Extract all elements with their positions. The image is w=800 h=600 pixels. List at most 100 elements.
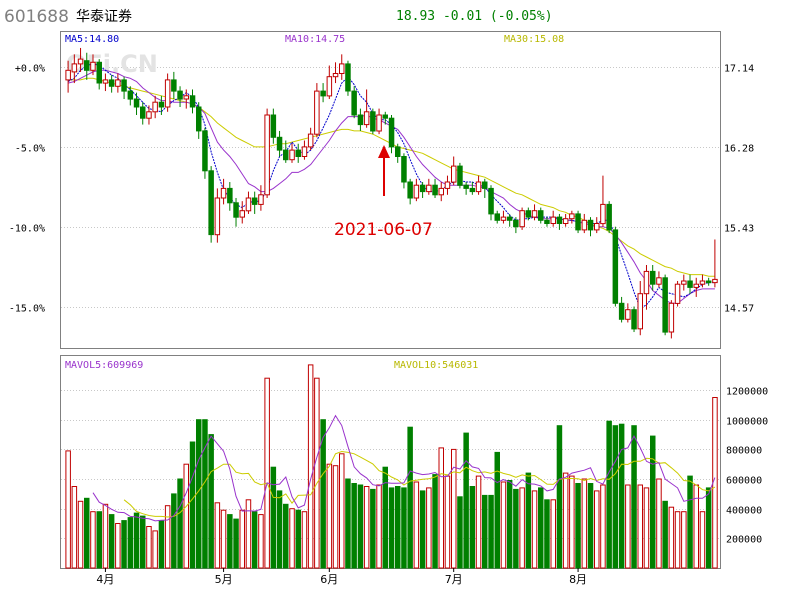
candle-body: [140, 106, 146, 119]
candle-body: [295, 149, 301, 158]
candle-body: [494, 213, 500, 221]
candle-body: [77, 58, 84, 65]
volume-bar: [164, 505, 171, 569]
price-right-tick: 15.43: [724, 224, 754, 235]
mavol5-line: [92, 414, 716, 522]
volume-bar: [705, 487, 712, 569]
stock-name: 华泰证券: [76, 9, 132, 25]
candle-body: [382, 114, 388, 119]
volume-bar: [220, 509, 227, 569]
mavol5-legend: MAVOL5:609969: [65, 360, 143, 371]
price-left-tick: -10.0%: [9, 224, 45, 235]
volume-bar: [413, 481, 420, 569]
candle-body: [264, 114, 270, 196]
volume-bar: [600, 484, 606, 569]
volume-bar: [245, 499, 252, 569]
volume-bar: [270, 466, 277, 569]
candle-body: [419, 184, 426, 193]
candle-body: [320, 90, 326, 97]
volume-bar: [171, 493, 177, 569]
candle-body: [475, 181, 482, 193]
candle-body: [432, 184, 438, 196]
candle-body: [146, 111, 152, 119]
x-tick-label: 4月: [96, 573, 114, 586]
candle-body: [594, 223, 600, 231]
volume-bar: [650, 435, 656, 569]
candle-body: [152, 101, 158, 113]
candle-body: [469, 187, 476, 193]
candle-body: [71, 63, 78, 73]
volume-bar: [469, 486, 476, 569]
volume-bar: [289, 508, 295, 569]
candle-body: [177, 90, 183, 100]
annotation-arrow-head: [378, 145, 390, 158]
candle-body: [643, 270, 650, 295]
ma5-line: [67, 63, 715, 309]
volume-bar: [407, 426, 413, 569]
volume-bar: [531, 490, 538, 569]
x-tick-label: 7月: [445, 573, 463, 586]
candle-body: [258, 194, 264, 205]
candle-body: [488, 187, 494, 215]
candle-body: [581, 219, 588, 231]
annotation-date: 2021-06-07: [334, 220, 433, 240]
candle-body: [171, 79, 177, 92]
volume-bar: [351, 483, 357, 569]
ma5-polyline: [67, 63, 715, 309]
candle-body: [631, 309, 637, 330]
volume-bar: [233, 518, 239, 569]
candle-body: [376, 114, 382, 132]
volume-bar: [550, 499, 556, 569]
candle-body: [214, 197, 221, 236]
volume-bar: [146, 526, 152, 569]
candle-body: [531, 210, 538, 218]
volume-bar: [227, 514, 233, 569]
candle-body: [656, 277, 662, 285]
candle-body: [637, 293, 643, 330]
volume-tick: 200000: [726, 535, 762, 546]
volume-bar: [276, 490, 283, 569]
candle-body: [202, 130, 208, 172]
volume-bar: [71, 486, 78, 569]
candle-body: [618, 302, 625, 320]
price-right-axis: 17.14 16.28 15.43 14.57: [724, 64, 754, 315]
candle-body: [164, 79, 171, 108]
volume-bar: [556, 425, 563, 569]
candle-body: [102, 79, 109, 84]
candle-body: [681, 280, 687, 285]
candle-body: [562, 218, 569, 224]
volume-bar: [618, 423, 625, 569]
candle-body: [457, 165, 463, 186]
volume-bar: [581, 478, 588, 569]
volume-bar: [494, 451, 500, 569]
candle-body: [612, 229, 619, 304]
candle-body: [519, 210, 525, 228]
candle-body: [301, 146, 308, 157]
volume-bar: [544, 499, 550, 569]
volume-bar: [388, 487, 395, 569]
candle-body: [538, 210, 544, 221]
volume-bar: [475, 475, 482, 569]
price-panel: [60, 31, 721, 349]
volume-bar: [631, 425, 637, 569]
stock-code: 601688: [4, 7, 69, 27]
volume-bar: [681, 511, 687, 569]
candle-body: [220, 187, 227, 199]
volume-bar: [662, 500, 668, 569]
candle-body: [363, 111, 370, 126]
candle-body: [687, 280, 693, 288]
volume-bar: [612, 425, 619, 569]
volume-bar: [643, 487, 650, 569]
candle-body: [314, 90, 320, 135]
date-annotation: 2021-06-07: [334, 145, 433, 240]
volume-bar: [84, 497, 90, 569]
candle-body: [332, 73, 339, 78]
volume-bar: [152, 530, 158, 569]
volume-bar: [96, 511, 102, 569]
price-right-tick: 17.14: [724, 64, 754, 75]
candle-body: [699, 280, 706, 285]
volume-bar: [214, 502, 221, 569]
candle-body: [569, 213, 575, 220]
stock-quote: 18.93 -0.01 (-0.05%): [396, 9, 553, 24]
